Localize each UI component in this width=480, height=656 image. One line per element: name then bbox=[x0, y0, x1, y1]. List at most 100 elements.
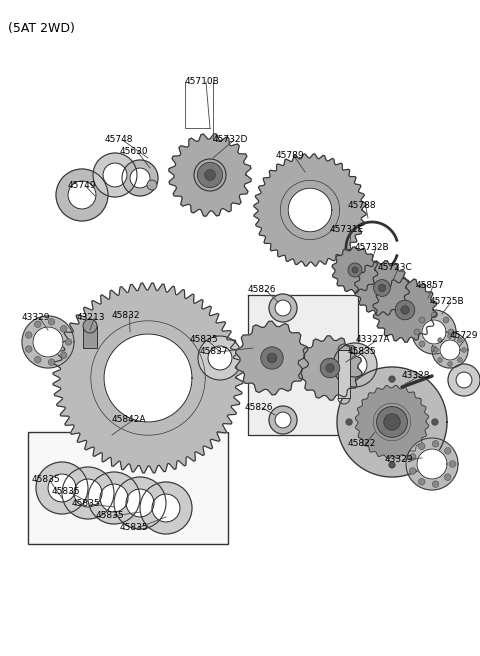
Polygon shape bbox=[448, 364, 480, 396]
Circle shape bbox=[432, 419, 438, 425]
Circle shape bbox=[389, 462, 396, 468]
Polygon shape bbox=[33, 327, 63, 357]
Bar bbox=[83, 326, 97, 348]
Polygon shape bbox=[22, 316, 74, 368]
Polygon shape bbox=[254, 154, 366, 266]
Circle shape bbox=[204, 170, 216, 180]
Circle shape bbox=[409, 468, 416, 474]
Text: 45835: 45835 bbox=[120, 523, 149, 533]
Circle shape bbox=[419, 341, 425, 347]
Polygon shape bbox=[208, 346, 232, 370]
Polygon shape bbox=[103, 163, 127, 187]
Polygon shape bbox=[343, 353, 367, 377]
Circle shape bbox=[60, 325, 67, 332]
Circle shape bbox=[448, 329, 454, 335]
Text: 45835: 45835 bbox=[348, 348, 377, 356]
Circle shape bbox=[419, 478, 425, 485]
Polygon shape bbox=[275, 300, 291, 316]
Polygon shape bbox=[169, 134, 251, 216]
Text: 45725B: 45725B bbox=[430, 298, 465, 306]
Text: 43213: 43213 bbox=[77, 314, 106, 323]
Text: 45826: 45826 bbox=[245, 403, 274, 413]
Text: 45835: 45835 bbox=[96, 512, 125, 520]
Polygon shape bbox=[333, 343, 377, 387]
Polygon shape bbox=[140, 482, 192, 534]
Circle shape bbox=[25, 332, 32, 338]
Circle shape bbox=[378, 285, 385, 292]
Circle shape bbox=[48, 359, 55, 365]
Circle shape bbox=[352, 267, 358, 273]
Polygon shape bbox=[298, 336, 362, 400]
Circle shape bbox=[65, 338, 72, 345]
Polygon shape bbox=[456, 372, 472, 388]
Circle shape bbox=[433, 348, 438, 352]
Polygon shape bbox=[152, 494, 180, 522]
Polygon shape bbox=[269, 406, 297, 434]
Text: 45748: 45748 bbox=[105, 136, 133, 144]
Bar bbox=[28, 432, 228, 544]
Text: 45729: 45729 bbox=[450, 331, 479, 340]
Circle shape bbox=[35, 321, 41, 327]
Polygon shape bbox=[100, 484, 128, 512]
Text: 45732D: 45732D bbox=[213, 136, 248, 144]
Circle shape bbox=[444, 447, 451, 454]
Circle shape bbox=[457, 358, 462, 362]
Circle shape bbox=[447, 361, 452, 367]
Polygon shape bbox=[114, 477, 166, 529]
Text: 45822: 45822 bbox=[348, 440, 376, 449]
Circle shape bbox=[449, 461, 456, 467]
Text: 45832: 45832 bbox=[112, 310, 141, 319]
Polygon shape bbox=[248, 295, 358, 435]
Polygon shape bbox=[236, 321, 309, 395]
Text: 45789: 45789 bbox=[276, 150, 305, 159]
Polygon shape bbox=[412, 310, 456, 354]
Polygon shape bbox=[417, 449, 447, 479]
Text: 45835: 45835 bbox=[32, 476, 60, 485]
Text: 45835: 45835 bbox=[52, 487, 81, 497]
Bar bbox=[338, 350, 350, 398]
Polygon shape bbox=[198, 336, 242, 380]
Text: 45749: 45749 bbox=[68, 182, 96, 190]
Circle shape bbox=[414, 329, 420, 335]
Circle shape bbox=[444, 474, 451, 480]
Text: 43328: 43328 bbox=[402, 371, 431, 380]
Circle shape bbox=[377, 407, 408, 438]
Polygon shape bbox=[337, 367, 447, 477]
Polygon shape bbox=[122, 160, 158, 196]
Circle shape bbox=[431, 346, 437, 352]
Circle shape bbox=[438, 338, 443, 342]
Circle shape bbox=[462, 348, 467, 352]
Circle shape bbox=[35, 356, 41, 363]
Polygon shape bbox=[36, 462, 88, 514]
Circle shape bbox=[326, 364, 334, 372]
Circle shape bbox=[197, 163, 223, 188]
Text: 45732B: 45732B bbox=[355, 243, 390, 253]
Circle shape bbox=[443, 341, 449, 347]
Circle shape bbox=[267, 353, 277, 363]
Text: 45835: 45835 bbox=[190, 335, 218, 344]
Polygon shape bbox=[48, 474, 76, 502]
Polygon shape bbox=[56, 169, 108, 221]
Circle shape bbox=[401, 306, 409, 314]
Polygon shape bbox=[53, 283, 243, 473]
Polygon shape bbox=[422, 320, 446, 344]
Circle shape bbox=[438, 358, 443, 362]
Circle shape bbox=[432, 481, 439, 487]
Polygon shape bbox=[332, 247, 378, 293]
Polygon shape bbox=[378, 409, 406, 436]
Polygon shape bbox=[432, 332, 468, 368]
Text: 45826: 45826 bbox=[248, 285, 276, 295]
Circle shape bbox=[447, 334, 452, 338]
Circle shape bbox=[373, 279, 390, 297]
Text: 45723C: 45723C bbox=[378, 262, 413, 272]
Text: 45842A: 45842A bbox=[112, 415, 146, 424]
Polygon shape bbox=[74, 479, 102, 507]
Polygon shape bbox=[130, 168, 150, 188]
Polygon shape bbox=[126, 489, 154, 517]
Text: 45731E: 45731E bbox=[330, 226, 364, 234]
Polygon shape bbox=[373, 277, 437, 342]
Circle shape bbox=[348, 263, 362, 277]
Circle shape bbox=[320, 358, 340, 378]
Circle shape bbox=[83, 319, 97, 333]
Circle shape bbox=[389, 376, 396, 382]
